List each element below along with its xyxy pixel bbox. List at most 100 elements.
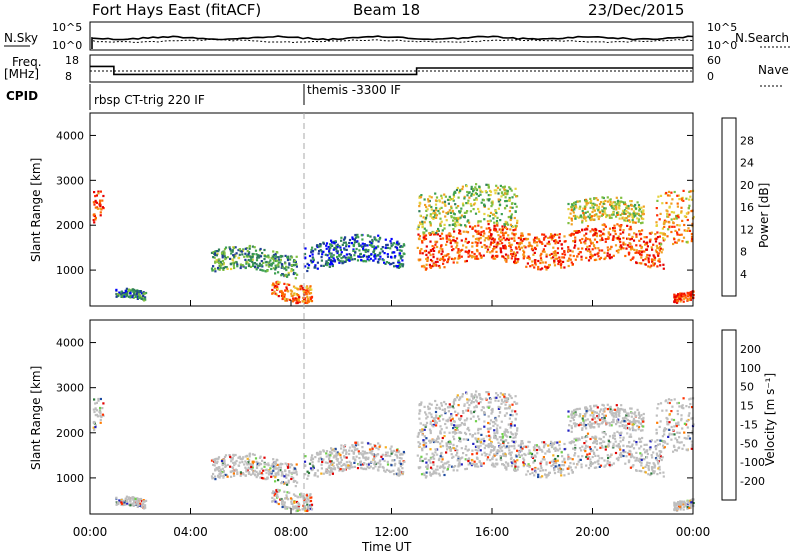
power-cell <box>455 206 458 209</box>
power-cell <box>670 211 673 214</box>
power-cell <box>304 256 307 259</box>
velocity-cell <box>488 422 491 425</box>
power-cell <box>609 200 612 204</box>
velocity-cell <box>311 458 315 461</box>
velocity-cell <box>656 473 659 476</box>
velocity-cell <box>561 460 564 463</box>
power-cell <box>621 212 624 215</box>
power-cell <box>474 225 477 228</box>
power-cell <box>594 230 597 233</box>
velocity-cell <box>333 454 336 457</box>
velocity-cell <box>214 475 217 478</box>
power-cell <box>466 194 469 197</box>
velocity-cell <box>221 467 225 470</box>
power-cell <box>139 294 142 297</box>
power-cell <box>391 243 394 246</box>
velocity-cell <box>340 464 343 468</box>
power-cell <box>554 242 557 245</box>
velocity-cell <box>586 445 589 448</box>
power-cell <box>635 207 638 210</box>
power-cell <box>683 292 686 295</box>
velocity-cell <box>390 450 393 453</box>
power-cell <box>612 235 615 238</box>
velocity-cell <box>475 395 478 398</box>
power-cell <box>592 229 595 232</box>
velocity-cell <box>421 433 424 436</box>
velocity-cell <box>384 470 387 473</box>
power-cell <box>136 291 139 294</box>
velocity-cell <box>478 440 481 443</box>
power-cell <box>297 294 300 297</box>
velocity-cell <box>483 451 486 454</box>
velocity-cell <box>265 468 268 471</box>
velocity-cell <box>477 429 480 432</box>
power-cell <box>563 240 566 243</box>
power-cell <box>504 207 507 210</box>
velocity-cell <box>272 465 275 468</box>
velocity-cell <box>445 462 448 465</box>
power-cell <box>640 206 643 209</box>
power-cell <box>220 252 224 255</box>
power-cell <box>502 233 505 236</box>
velocity-cell <box>517 453 521 456</box>
velocity-cell <box>543 458 546 461</box>
velocity-cell <box>440 404 443 407</box>
velocity-cell <box>612 421 615 424</box>
velocity-cell <box>511 403 514 406</box>
power-cell <box>394 255 397 258</box>
velocity-cell <box>399 462 402 465</box>
power-cell <box>586 210 589 213</box>
velocity-cell <box>513 447 516 450</box>
velocity-cell <box>527 452 530 455</box>
velocity-cell <box>125 495 128 498</box>
power-cell <box>514 246 518 249</box>
velocity-cell <box>430 415 433 419</box>
power-cell <box>463 197 466 200</box>
velocity-cell <box>419 466 422 469</box>
velocity-cell <box>229 455 232 458</box>
power-cell <box>640 251 643 254</box>
velocity-cell <box>329 468 333 472</box>
velocity-cell <box>443 400 446 404</box>
power-cell <box>639 244 642 247</box>
power-cell <box>601 196 604 199</box>
velocity-cell <box>389 447 392 450</box>
velocity-cell <box>123 503 126 506</box>
velocity-cell <box>595 440 598 443</box>
power-cell <box>417 225 420 228</box>
velocity-cell <box>350 449 353 452</box>
velocity-cell <box>514 465 517 468</box>
velocity-cell <box>490 445 493 448</box>
velocity-cell <box>508 417 511 420</box>
power-cell <box>656 252 659 255</box>
power-cell <box>308 254 312 258</box>
power-cell <box>131 294 134 297</box>
power-cell <box>551 236 554 239</box>
velocity-cell <box>618 453 622 456</box>
velocity-cell <box>501 393 504 396</box>
velocity-cell <box>395 450 398 453</box>
power-cell <box>583 234 586 237</box>
power-cell <box>604 238 607 241</box>
velocity-cell <box>425 421 429 424</box>
velocity-cell <box>454 449 457 452</box>
velocity-cell <box>531 471 534 474</box>
velocity-cell <box>450 413 453 416</box>
power-cell <box>558 239 561 243</box>
velocity-cell <box>556 455 560 458</box>
power-cell <box>514 202 517 205</box>
power-cell <box>310 251 313 254</box>
power-cell <box>216 252 219 255</box>
power-cell <box>574 201 577 204</box>
velocity-cell <box>615 457 618 460</box>
power-cell <box>495 219 499 223</box>
velocity-cell <box>125 500 128 503</box>
power-cell <box>527 233 530 236</box>
power-cell <box>647 265 650 268</box>
velocity-cell <box>513 400 516 404</box>
power-cell <box>127 295 130 298</box>
power-cell <box>432 263 436 266</box>
power-cell <box>612 208 615 211</box>
power-cell <box>471 226 474 229</box>
power-cell <box>497 234 500 237</box>
